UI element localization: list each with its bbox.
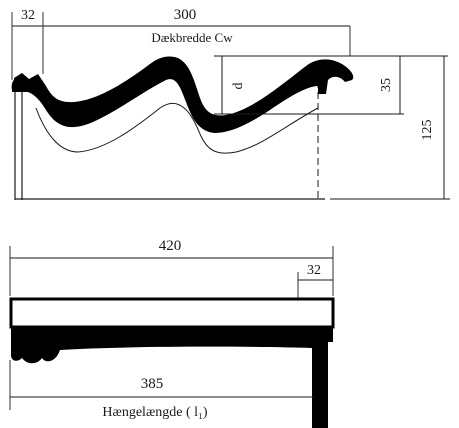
side-view: 420 32 385 Hængelængde ( l₁) bbox=[9, 238, 335, 428]
tile-side-profile bbox=[11, 326, 333, 428]
dimension-cover-width: 300 bbox=[174, 7, 197, 23]
tile-underside-profile bbox=[35, 102, 319, 154]
dimension-height: 125 bbox=[420, 120, 435, 141]
dimension-hang-length: 385 bbox=[141, 376, 164, 392]
depth-symbol: d bbox=[231, 83, 246, 90]
hang-length-label: Hængelængde ( l₁) bbox=[102, 405, 208, 420]
cover-width-label: Dækbredde Cw bbox=[151, 30, 233, 45]
tile-side-top-band bbox=[9, 297, 335, 329]
tile-wave-profile bbox=[14, 56, 354, 133]
dimension-overlap-top: 32 bbox=[21, 8, 35, 23]
cross-section-view: 32 300 Dækbredde Cw d 35 125 bbox=[11, 7, 450, 200]
dimension-total-length: 420 bbox=[159, 238, 182, 254]
dimension-overlap-side: 32 bbox=[307, 263, 321, 278]
tile-left-lock-bead bbox=[11, 77, 23, 92]
dimension-depth: 35 bbox=[379, 78, 394, 92]
